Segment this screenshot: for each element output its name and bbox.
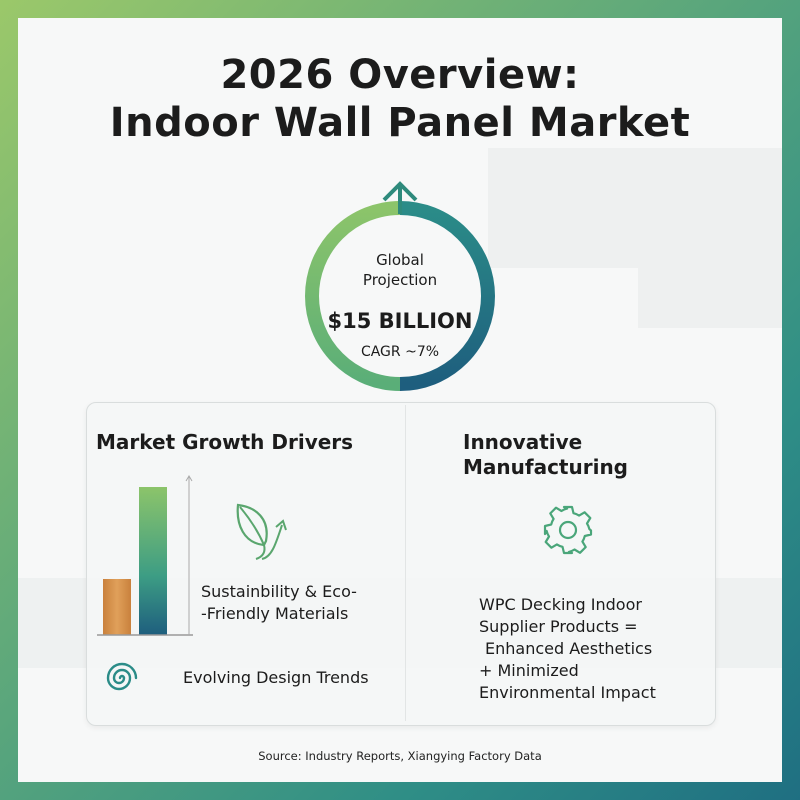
panel-divider [405,405,406,721]
manufacturing-heading-line1: Innovative [463,430,583,454]
projection-label-line1: Global [376,251,424,269]
manufacturing-line2: Supplier Products = [479,617,638,636]
green-bar [139,487,167,635]
projection-ring: Global Projection $15 BILLION CAGR ~7% [280,162,520,422]
ring-left-arc [305,201,401,391]
projection-value: $15 BILLION [327,309,473,333]
manufacturing-line1: WPC Decking Indoor [479,595,642,614]
infographic-frame: 2026 Overview: Indoor Wall Panel Market [18,18,782,782]
manufacturing-heading-line2: Manufacturing [463,455,628,479]
manufacturing-line3: Enhanced Aesthetics [485,639,653,658]
projection-cagr: CAGR ~7% [360,344,440,360]
gear-icon [543,505,593,555]
growth-drivers-heading: Market Growth Drivers [96,430,354,454]
bar-chart-icon [97,475,193,636]
leaf-icon [236,503,287,560]
page-title-line1: 2026 Overview: [220,52,580,98]
manufacturing-line5: Environmental Impact [479,683,656,702]
info-panel: Market Growth Drivers [86,402,716,726]
projection-label-line2: Projection [362,271,438,289]
ring-graphic [305,181,495,391]
background-shape [638,268,782,328]
manufacturing-line4: + Minimized [479,661,579,680]
driver-design-trends: Evolving Design Trends [183,668,369,687]
background-shape [488,148,782,268]
ring-right-arc [399,201,495,391]
driver-sustainability-line1: Sustainbility & Eco- [201,582,357,601]
source-footer: Source: Industry Reports, Xiangying Fact… [258,749,542,763]
wood-bar [103,579,131,635]
up-arrow-icon [382,181,418,214]
driver-sustainability-line2: -Friendly Materials [201,604,349,623]
page-title-line2: Indoor Wall Panel Market [109,100,691,146]
spiral-icon [106,662,138,691]
